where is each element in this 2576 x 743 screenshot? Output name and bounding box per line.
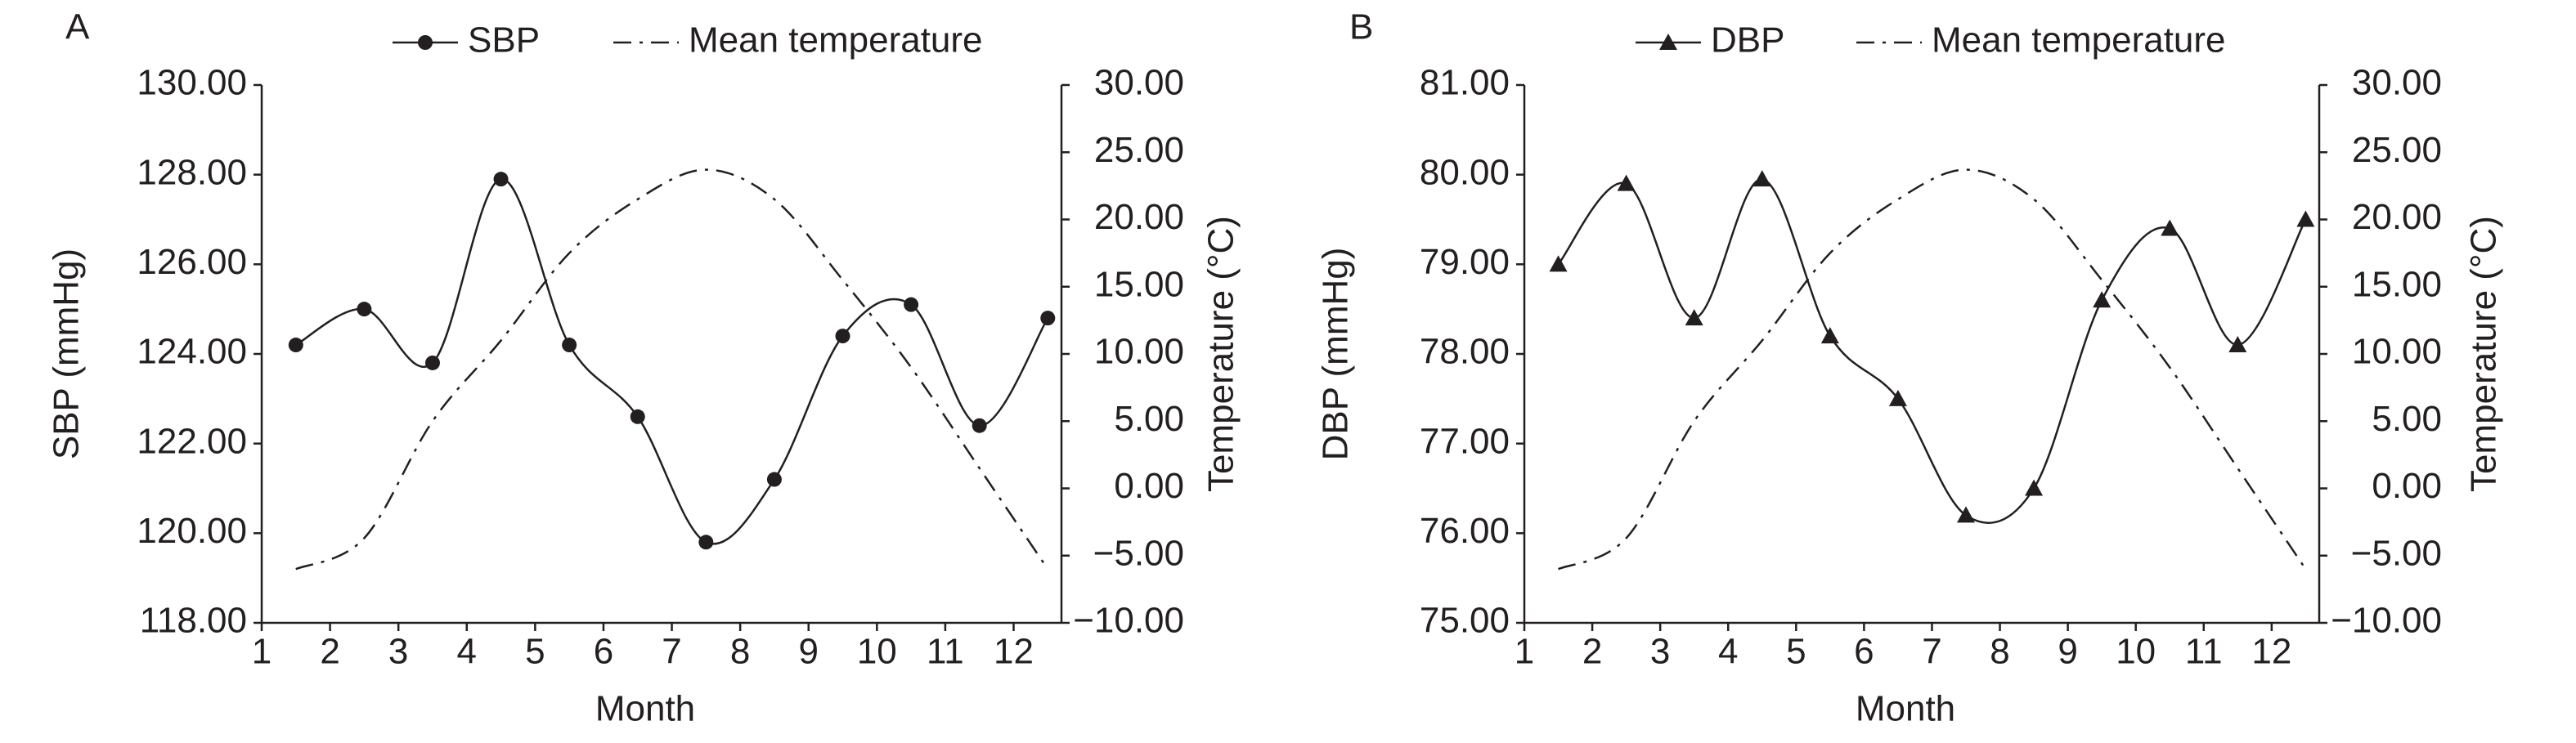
marker [972,418,987,433]
y2-tick-label: 20.00 [2352,197,2442,237]
x-tick-label: 10 [857,632,897,672]
y-axis-title: SBP (mmHg) [47,248,87,459]
y2-axis-title: Temperature (°C) [1201,216,1241,492]
x-tick-label: 8 [730,632,750,672]
y2-tick-label: −5.00 [2351,533,2442,573]
marker [766,472,782,487]
x-tick-label: 3 [1650,632,1670,672]
y2-tick-label: 25.00 [2352,130,2442,170]
marker [2161,219,2179,236]
marker [1659,34,1677,50]
marker [2228,336,2247,353]
panel-label: A [65,7,90,47]
marker [1617,174,1636,191]
y-tick-label: 80.00 [1420,152,1510,192]
y-tick-label: 76.00 [1420,511,1510,551]
x-tick-label: 12 [2251,632,2291,672]
series-line [1558,168,2307,571]
x-tick-label: 12 [994,632,1034,672]
marker [288,338,303,353]
x-tick-label: 5 [525,632,545,672]
y2-tick-label: −5.00 [1093,533,1184,573]
marker [493,172,509,187]
marker [2093,291,2112,308]
y-tick-label: 77.00 [1420,421,1510,461]
x-tick-label: 11 [2185,632,2223,672]
y2-tick-label: 20.00 [1094,197,1184,237]
marker [630,409,645,424]
y2-tick-label: 10.00 [2352,332,2442,372]
x-tick-label: 5 [1786,632,1806,672]
legend-label: Mean temperature [1932,20,2226,60]
marker [1549,255,1568,272]
marker [698,535,714,550]
y2-axis-title: Temperature (°C) [2464,216,2504,492]
x-tick-label: 4 [1718,632,1738,672]
legend-label: DBP [1711,20,1784,60]
marker [424,355,440,370]
x-tick-label: 4 [457,632,477,672]
y-tick-label: 118.00 [140,601,247,641]
series-line [295,177,1049,545]
marker [1752,170,1771,187]
y2-tick-label: 30.00 [1094,63,1184,103]
marker [2296,210,2315,227]
marker [1040,311,1056,326]
legend-label: SBP [468,20,540,60]
marker [904,297,919,312]
series-line [1557,177,2307,524]
y-axis-title: DBP (mmHg) [1316,248,1356,461]
x-tick-label: 11 [927,632,964,672]
y2-tick-label: 25.00 [1094,130,1184,170]
y2-tick-label: 0.00 [2372,466,2442,506]
y2-tick-label: −10.00 [1073,601,1184,641]
marker [1820,327,1839,344]
legend-label: Mean temperature [689,20,983,60]
y-tick-label: 122.00 [137,421,247,461]
marker [562,338,577,353]
x-tick-label: 6 [1854,632,1874,672]
x-tick-label: 7 [662,632,681,672]
y2-tick-label: 0.00 [1114,466,1184,506]
y2-tick-label: 5.00 [1114,399,1184,439]
y-tick-label: 78.00 [1420,332,1510,372]
y2-tick-label: 15.00 [1094,264,1184,304]
x-tick-label: 6 [594,632,613,672]
x-tick-label: 1 [252,632,272,672]
marker [1957,506,1975,523]
x-tick-label: 9 [2058,632,2077,672]
x-tick-label: 10 [2116,632,2156,672]
x-tick-label: 9 [798,632,818,672]
y-tick-label: 128.00 [137,152,247,192]
marker [357,302,372,317]
x-tick-label: 8 [1990,632,2009,672]
y2-tick-label: −10.00 [2331,601,2442,641]
marker [1888,389,1907,406]
y2-tick-label: 5.00 [2372,399,2442,439]
y2-tick-label: 30.00 [2352,63,2442,103]
y2-tick-label: 10.00 [1094,332,1184,372]
y2-tick-label: 15.00 [2352,264,2442,304]
x-axis-title: Month [1856,689,1955,729]
y-tick-label: 126.00 [137,242,247,282]
x-tick-label: 2 [1582,632,1602,672]
marker [2025,479,2044,496]
panel-label: B [1349,7,1373,47]
y-tick-label: 79.00 [1420,242,1510,282]
x-tick-label: 1 [1515,632,1534,672]
marker [835,329,850,344]
x-tick-label: 7 [1922,632,1941,672]
marker [1685,309,1703,326]
y-tick-label: 81.00 [1420,63,1510,103]
y-tick-label: 75.00 [1420,601,1510,641]
y-tick-label: 124.00 [137,332,247,372]
y-tick-label: 120.00 [137,511,247,551]
x-tick-label: 3 [388,632,408,672]
series-line [295,168,1049,571]
x-axis-title: Month [595,689,695,729]
x-tick-label: 2 [320,632,339,672]
marker [418,35,433,50]
y-tick-label: 130.00 [137,63,247,103]
